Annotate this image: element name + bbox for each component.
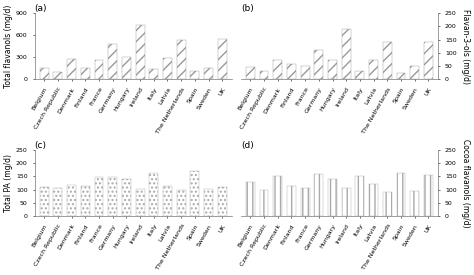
Bar <box>67 185 76 216</box>
Bar <box>369 185 378 216</box>
Bar <box>246 67 255 79</box>
Bar <box>424 42 433 79</box>
Bar <box>94 177 103 216</box>
Bar <box>314 50 323 79</box>
Bar <box>177 191 186 216</box>
Y-axis label: Cocoa flavanols (mg/d): Cocoa flavanols (mg/d) <box>461 139 470 227</box>
Bar <box>122 57 131 79</box>
Bar <box>410 191 419 216</box>
Bar <box>67 59 76 79</box>
Bar <box>246 182 255 216</box>
Bar <box>163 58 172 79</box>
Bar <box>301 188 310 216</box>
Bar <box>163 186 172 216</box>
Bar <box>273 177 282 216</box>
Bar <box>287 186 296 216</box>
Bar <box>204 68 213 79</box>
Text: (a): (a) <box>35 4 47 13</box>
Bar <box>369 60 378 79</box>
Bar <box>397 172 405 216</box>
Bar <box>108 177 117 216</box>
Bar <box>410 66 419 79</box>
Bar <box>383 192 392 216</box>
Bar <box>136 25 145 79</box>
Bar <box>328 60 337 79</box>
Bar <box>383 42 392 79</box>
Bar <box>54 72 63 79</box>
Y-axis label: Total PA (mg/d): Total PA (mg/d) <box>4 154 13 212</box>
Bar <box>122 178 131 216</box>
Bar <box>218 39 227 79</box>
Bar <box>314 174 323 216</box>
Bar <box>81 186 90 216</box>
Bar <box>149 69 158 79</box>
Bar <box>204 189 213 216</box>
Text: (b): (b) <box>241 4 254 13</box>
Bar <box>191 171 200 216</box>
Bar <box>287 64 296 79</box>
Text: (c): (c) <box>35 141 46 150</box>
Bar <box>397 73 405 79</box>
Bar <box>273 60 282 79</box>
Bar <box>328 179 337 216</box>
Bar <box>177 40 186 79</box>
Bar <box>40 187 49 216</box>
Bar <box>54 188 63 216</box>
Bar <box>424 175 433 216</box>
Bar <box>356 72 365 79</box>
Text: (d): (d) <box>241 141 254 150</box>
Y-axis label: Flavan-3-ols (mg/d): Flavan-3-ols (mg/d) <box>461 9 470 84</box>
Bar <box>108 44 117 79</box>
Y-axis label: Total flavanols (mg/d): Total flavanols (mg/d) <box>4 5 13 88</box>
Bar <box>260 71 268 79</box>
Bar <box>191 70 200 79</box>
Bar <box>40 68 49 79</box>
Bar <box>94 60 103 79</box>
Bar <box>301 66 310 79</box>
Bar <box>356 177 365 216</box>
Bar <box>342 29 351 79</box>
Bar <box>136 189 145 216</box>
Bar <box>149 173 158 216</box>
Bar <box>81 68 90 79</box>
Bar <box>260 190 268 216</box>
Bar <box>342 188 351 216</box>
Bar <box>218 186 227 216</box>
